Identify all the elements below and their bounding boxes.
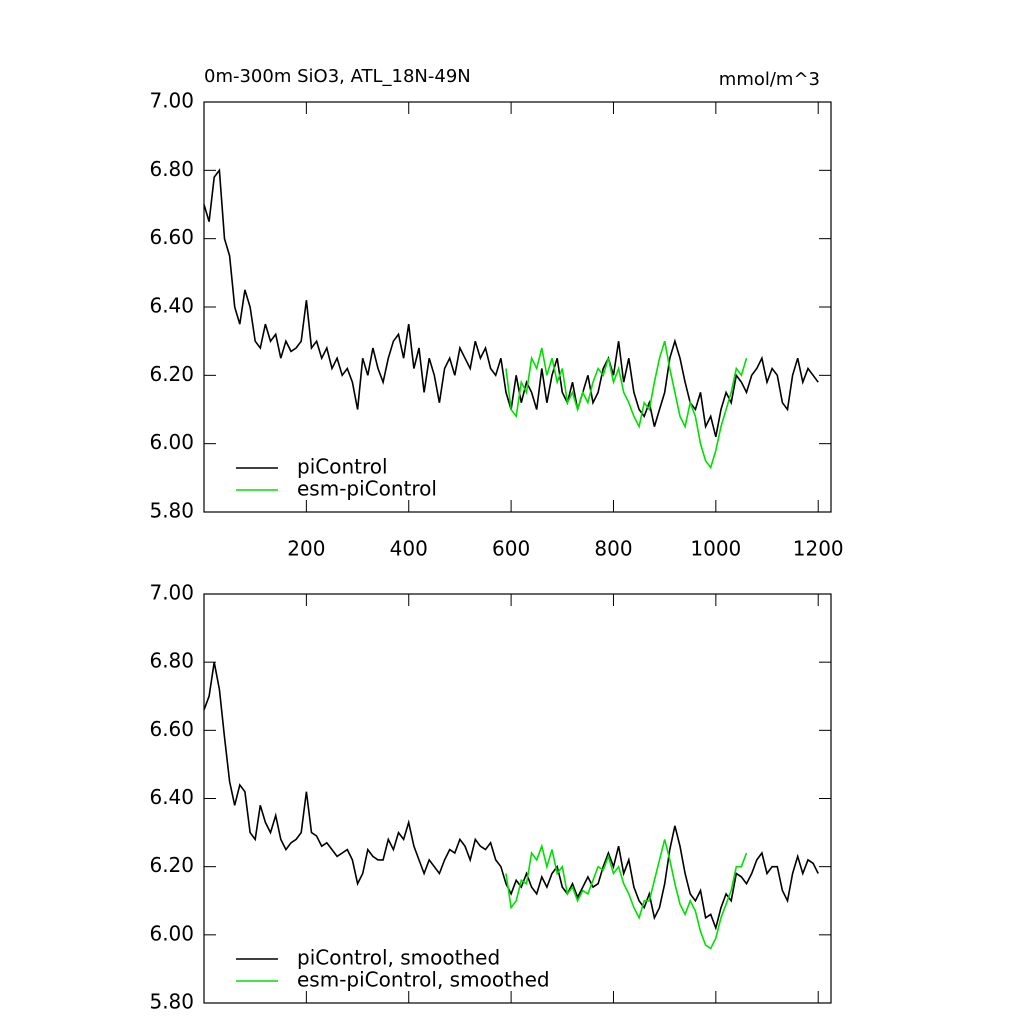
x-tick-label: 200 — [287, 537, 325, 561]
y-tick-label: 6.00 — [149, 921, 194, 945]
y-tick-label: 5.80 — [149, 990, 194, 1014]
y-tick-label: 6.60 — [149, 225, 194, 249]
y-tick-label: 7.00 — [149, 89, 194, 113]
x-tick-label: 1200 — [793, 537, 844, 561]
plot-frame — [203, 593, 832, 1004]
series-line — [505, 340, 748, 470]
legend-label: esm-piControl, smoothed — [297, 968, 550, 992]
x-tick-label: 800 — [594, 537, 632, 561]
y-tick-label: 6.40 — [149, 785, 194, 809]
series-line — [203, 168, 819, 437]
plot-frame — [203, 101, 832, 513]
legend-label: piControl, smoothed — [297, 946, 500, 970]
y-tick-label: 6.20 — [149, 362, 194, 386]
legend-label: piControl — [297, 455, 388, 479]
legend-label: esm-piControl — [297, 477, 437, 501]
y-tick-label: 6.00 — [149, 430, 194, 454]
x-tick-label: 1000 — [690, 537, 741, 561]
chart-title: 0m-300m SiO3, ATL_18N-49N — [204, 66, 471, 87]
y-tick-label: 6.20 — [149, 853, 194, 877]
y-tick-label: 6.40 — [149, 294, 194, 318]
y-tick-label: 6.80 — [149, 157, 194, 181]
y-tick-label: 6.60 — [149, 717, 194, 741]
series-line — [505, 839, 748, 950]
y-tick-label: 6.80 — [149, 649, 194, 673]
x-tick-label: 400 — [390, 537, 428, 561]
x-tick-label: 600 — [492, 537, 530, 561]
series-line — [203, 662, 819, 931]
units-label: mmol/m^3 — [719, 69, 820, 90]
y-tick-label: 5.80 — [149, 499, 194, 523]
y-tick-label: 7.00 — [149, 581, 194, 605]
